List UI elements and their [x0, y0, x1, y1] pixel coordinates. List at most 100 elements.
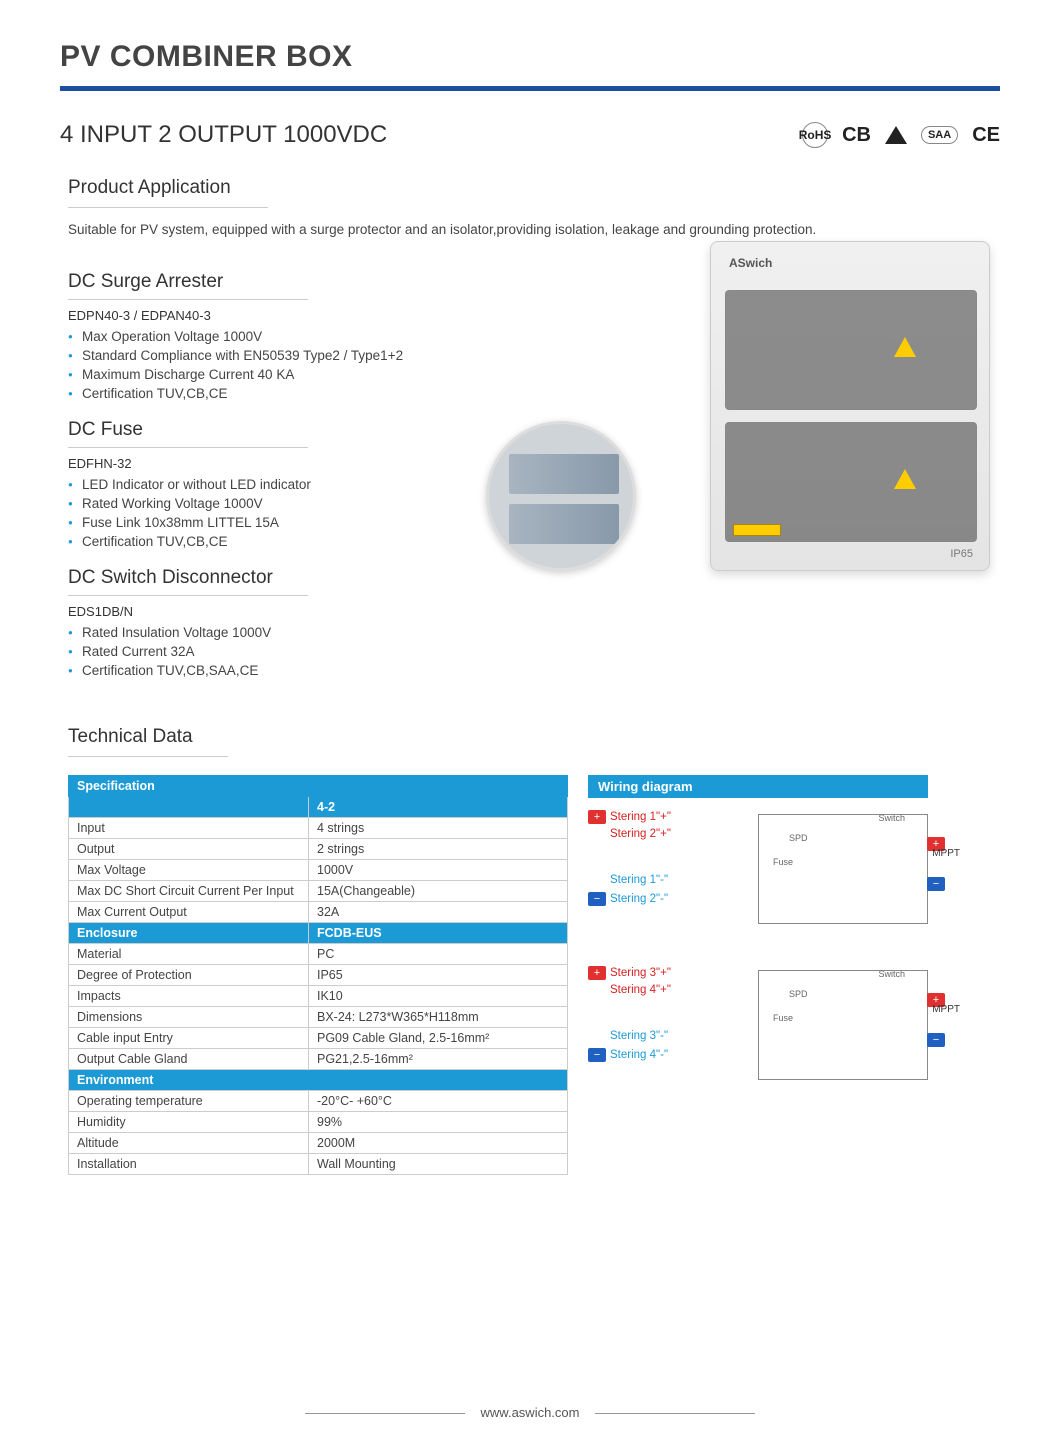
list-item: Maximum Discharge Current 40 KA — [68, 365, 506, 384]
table-enclosure-val: FCDB-EUS — [309, 923, 568, 944]
title-divider — [60, 86, 1000, 91]
plus-icon: + — [588, 810, 606, 824]
table-cell: Input — [69, 818, 309, 839]
product-image: IP65 — [710, 241, 990, 571]
circuit-box: Fuse + − — [758, 814, 928, 924]
list-item: LED Indicator or without LED indicator — [68, 475, 506, 494]
surge-specs: Max Operation Voltage 1000V Standard Com… — [68, 327, 506, 403]
list-item: Rated Working Voltage 1000V — [68, 494, 506, 513]
wiring-label: Stering 3"-" — [610, 1030, 668, 1042]
table-header-spec: Specification — [69, 776, 568, 797]
table-cell: BX-24: L273*W365*H118mm — [309, 1007, 568, 1028]
switch-model: EDS1DB/N — [68, 604, 506, 619]
list-item: Max Operation Voltage 1000V — [68, 327, 506, 346]
page-title: PV COMBINER BOX — [60, 40, 1000, 74]
wiring-label: +Stering 3"+" — [588, 966, 671, 980]
list-item: Rated Current 32A — [68, 642, 506, 661]
table-cell: Max Voltage — [69, 860, 309, 881]
list-item: Fuse Link 10x38mm LITTEL 15A — [68, 513, 506, 532]
plus-icon: + — [588, 966, 606, 980]
minus-icon: − — [588, 892, 606, 906]
table-cell: PG09 Cable Gland, 2.5-16mm² — [309, 1028, 568, 1049]
table-cell: Output Cable Gland — [69, 1049, 309, 1070]
table-cell: Wall Mounting — [309, 1154, 568, 1175]
table-cell: Material — [69, 944, 309, 965]
fuse-model: EDFHN-32 — [68, 456, 506, 471]
table-cell: Impacts — [69, 986, 309, 1007]
wiring-block-1: +Stering 1"+" Stering 2"+" Stering 1"-" … — [588, 804, 928, 954]
table-cell: IP65 — [309, 965, 568, 986]
cert-triangle-icon — [885, 126, 907, 144]
wiring-label: +Stering 1"+" — [588, 810, 671, 824]
product-panel-1 — [725, 290, 977, 410]
table-header-enclosure: Enclosure — [69, 923, 309, 944]
minus-icon: − — [588, 1048, 606, 1062]
table-cell: Output — [69, 839, 309, 860]
fuse-specs: LED Indicator or without LED indicator R… — [68, 475, 506, 551]
cert-ce-icon: CE — [972, 124, 1000, 147]
mppt-label: MPPT — [932, 848, 960, 859]
wiring-label: −Stering 4"-" — [588, 1048, 668, 1062]
surge-model: EDPN40-3 / EDPAN40-3 — [68, 308, 506, 323]
table-cell: Max DC Short Circuit Current Per Input — [69, 881, 309, 902]
switch-specs: Rated Insulation Voltage 1000V Rated Cur… — [68, 623, 506, 680]
minus-icon: − — [927, 877, 945, 891]
list-item: Rated Insulation Voltage 1000V — [68, 623, 506, 642]
fuse-label: Fuse — [773, 1013, 793, 1023]
table-cell: PG21,2.5-16mm² — [309, 1049, 568, 1070]
table-cell: Humidity — [69, 1112, 309, 1133]
table-cell: 2000M — [309, 1133, 568, 1154]
footer-url: www.aswich.com — [0, 1405, 1060, 1420]
table-cell: Max Current Output — [69, 902, 309, 923]
minus-icon: − — [927, 1033, 945, 1047]
table-cell: Dimensions — [69, 1007, 309, 1028]
list-item: Certification TUV,CB,SAA,CE — [68, 661, 506, 680]
table-cell: 15A(Changeable) — [309, 881, 568, 902]
technical-data-table: Specification 4-2 Input4 strings Output2… — [68, 775, 568, 1175]
table-header-environment: Environment — [69, 1070, 568, 1091]
fuse-label: Fuse — [773, 857, 793, 867]
table-cell: Installation — [69, 1154, 309, 1175]
certification-row: RoHS CB SAA CE — [802, 122, 1000, 148]
cert-rohs-icon: RoHS — [802, 122, 828, 148]
warning-icon — [894, 337, 916, 357]
cert-saa-icon: SAA — [921, 126, 958, 144]
section-technical: Technical Data — [68, 726, 1000, 748]
table-cell: Cable input Entry — [69, 1028, 309, 1049]
wiring-header: Wiring diagram — [588, 775, 928, 798]
table-cell: Altitude — [69, 1133, 309, 1154]
wiring-label: Stering 2"+" — [610, 828, 671, 840]
table-cell: IK10 — [309, 986, 568, 1007]
circuit-box: Fuse + − — [758, 970, 928, 1080]
product-zoom-image — [486, 421, 636, 571]
cert-cb-icon: CB — [842, 124, 871, 147]
application-text: Suitable for PV system, equipped with a … — [68, 222, 1000, 237]
table-cell: -20°C- +60°C — [309, 1091, 568, 1112]
wiring-block-2: +Stering 3"+" Stering 4"+" Stering 3"-" … — [588, 960, 928, 1110]
table-col-model: 4-2 — [309, 797, 568, 818]
table-cell: 2 strings — [309, 839, 568, 860]
table-cell: 1000V — [309, 860, 568, 881]
wiring-label: −Stering 2"-" — [588, 892, 668, 906]
section-application: Product Application — [68, 177, 1000, 199]
subtitle: 4 INPUT 2 OUTPUT 1000VDC — [60, 121, 387, 149]
wiring-label: Stering 4"+" — [610, 984, 671, 996]
section-surge: DC Surge Arrester — [68, 271, 308, 300]
section-fuse: DC Fuse — [68, 419, 308, 448]
table-cell: 99% — [309, 1112, 568, 1133]
section-switch: DC Switch Disconnector — [68, 567, 308, 596]
table-cell: 32A — [309, 902, 568, 923]
list-item: Certification TUV,CB,CE — [68, 532, 506, 551]
product-yellow-label — [733, 524, 781, 536]
table-cell: Operating temperature — [69, 1091, 309, 1112]
table-cell: PC — [309, 944, 568, 965]
warning-icon — [894, 469, 916, 489]
list-item: Standard Compliance with EN50539 Type2 /… — [68, 346, 506, 365]
list-item: Certification TUV,CB,CE — [68, 384, 506, 403]
wiring-diagram: Wiring diagram +Stering 1"+" Stering 2"+… — [588, 775, 928, 1175]
table-cell: 4 strings — [309, 818, 568, 839]
mppt-label: MPPT — [932, 1004, 960, 1015]
wiring-label: Stering 1"-" — [610, 874, 668, 886]
ip-rating-label: IP65 — [950, 548, 973, 560]
table-cell: Degree of Protection — [69, 965, 309, 986]
